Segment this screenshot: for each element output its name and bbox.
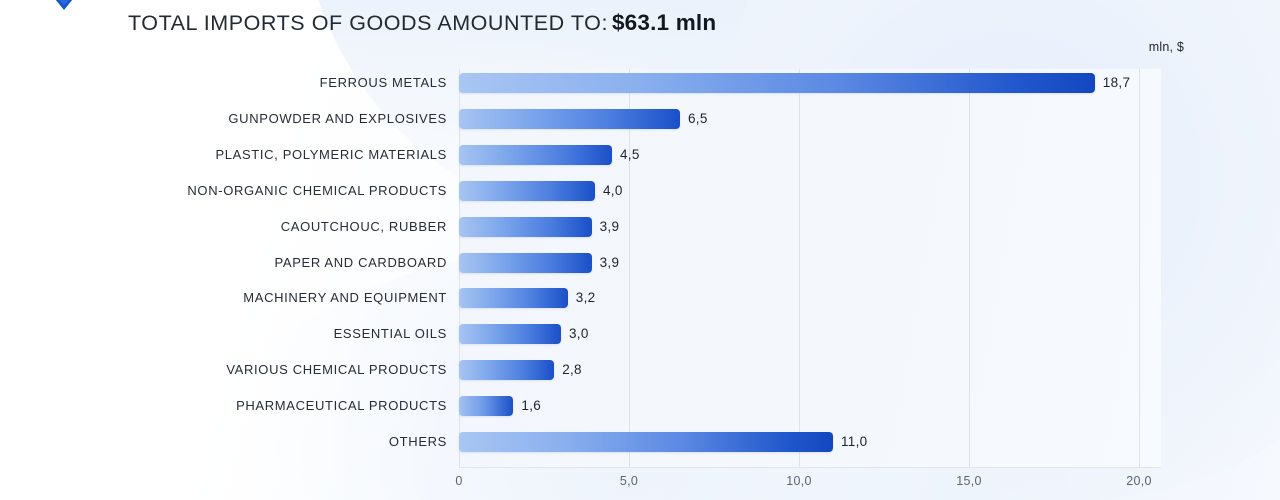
bar[interactable] bbox=[459, 324, 561, 345]
bar-track: 18,7 bbox=[459, 72, 1161, 94]
bar-value-label: 1,6 bbox=[521, 398, 542, 414]
bar[interactable] bbox=[459, 108, 680, 129]
bar-track: 4,5 bbox=[459, 144, 1161, 166]
bar-row: OTHERS 11,0 bbox=[0, 431, 1280, 453]
gridline bbox=[969, 69, 970, 467]
x-tick-label: 20,0 bbox=[1126, 474, 1152, 488]
bar-track: 11,0 bbox=[459, 431, 1161, 453]
category-label: GUNPOWDER AND EXPLOSIVES bbox=[228, 110, 447, 126]
gridline bbox=[799, 69, 800, 467]
bar-track: 6,5 bbox=[459, 108, 1161, 130]
x-axis-line bbox=[459, 467, 1161, 468]
bar-value-label: 4,5 bbox=[620, 146, 640, 162]
bar-track: 3,9 bbox=[459, 252, 1161, 274]
category-label: OTHERS bbox=[388, 434, 447, 449]
bar-row: NON-ORGANIC CHEMICAL PRODUCTS 4,0 bbox=[0, 180, 1280, 202]
category-label: FERROUS METALS bbox=[319, 75, 447, 90]
bar-row: PLASTIC, POLYMERIC MATERIALS 4,5 bbox=[0, 144, 1280, 166]
category-label: NON-ORGANIC CHEMICAL PRODUCTS bbox=[187, 182, 447, 198]
bar[interactable] bbox=[459, 180, 595, 201]
category-label: PLASTIC, POLYMERIC MATERIALS bbox=[215, 146, 447, 162]
bar-track: 3,2 bbox=[459, 287, 1161, 309]
bar[interactable] bbox=[459, 73, 1095, 93]
bar-value-label: 2,8 bbox=[562, 362, 582, 378]
bar-value-label: 3,9 bbox=[599, 254, 620, 270]
bar[interactable] bbox=[459, 432, 833, 452]
x-tick-label: 5,0 bbox=[619, 474, 639, 488]
x-tick-label: 15,0 bbox=[956, 474, 982, 488]
category-label: PHARMACEUTICAL PRODUCTS bbox=[236, 398, 447, 414]
gridline bbox=[1139, 69, 1140, 467]
bar[interactable] bbox=[459, 216, 592, 237]
bar-row: MACHINERY AND EQUIPMENT 3,2 bbox=[0, 287, 1280, 309]
bar[interactable] bbox=[459, 360, 555, 381]
category-label: VARIOUS CHEMICAL PRODUCTS bbox=[226, 362, 447, 378]
bar-row: VARIOUS CHEMICAL PRODUCTS 2,8 bbox=[0, 359, 1280, 381]
bar-value-label: 11,0 bbox=[841, 434, 868, 449]
bar[interactable] bbox=[459, 396, 514, 417]
bar-row: FERROUS METALS 18,7 bbox=[0, 72, 1280, 94]
unit-caption: mln, $ bbox=[1148, 40, 1184, 54]
diamond-logo-icon bbox=[55, 0, 73, 10]
bar-row: GUNPOWDER AND EXPLOSIVES 6,5 bbox=[0, 108, 1280, 130]
bar-value-label: 3,9 bbox=[599, 218, 620, 234]
bar-track: 1,6 bbox=[459, 395, 1161, 417]
bar-row: ESSENTIAL OILS 3,0 bbox=[0, 323, 1280, 345]
bar-value-label: 4,0 bbox=[603, 182, 623, 198]
bar-row: CAOUTCHOUC, RUBBER 3,9 bbox=[0, 216, 1280, 238]
bar-value-label: 6,5 bbox=[688, 110, 708, 126]
bar-row: PHARMACEUTICAL PRODUCTS 1,6 bbox=[0, 395, 1280, 417]
category-label: CAOUTCHOUC, RUBBER bbox=[280, 218, 447, 234]
bar-row: PAPER AND CARDBOARD 3,9 bbox=[0, 252, 1280, 274]
bar[interactable] bbox=[459, 288, 568, 309]
x-tick-label: 0 bbox=[455, 474, 463, 488]
page-title-value: $63.1 mln bbox=[611, 10, 717, 35]
bar-value-label: 3,0 bbox=[569, 326, 589, 342]
bar-value-label: 18,7 bbox=[1102, 75, 1131, 90]
bar-track: 4,0 bbox=[459, 180, 1161, 202]
bar-track: 2,8 bbox=[459, 359, 1161, 381]
bar-value-label: 3,2 bbox=[575, 290, 596, 306]
bar[interactable] bbox=[459, 252, 592, 273]
category-label: MACHINERY AND EQUIPMENT bbox=[243, 290, 447, 306]
bar-track: 3,9 bbox=[459, 216, 1161, 238]
page-title: TOTAL IMPORTS OF GOODS AMOUNTED TO: bbox=[128, 11, 608, 35]
chart-header: TOTAL IMPORTS OF GOODS AMOUNTED TO: $63.1… bbox=[128, 10, 716, 36]
gridline bbox=[629, 69, 630, 467]
category-label: ESSENTIAL OILS bbox=[333, 326, 447, 342]
bar[interactable] bbox=[459, 144, 612, 165]
x-tick-label: 10,0 bbox=[786, 474, 812, 488]
category-label: PAPER AND CARDBOARD bbox=[274, 254, 447, 270]
bar-track: 3,0 bbox=[459, 323, 1161, 345]
